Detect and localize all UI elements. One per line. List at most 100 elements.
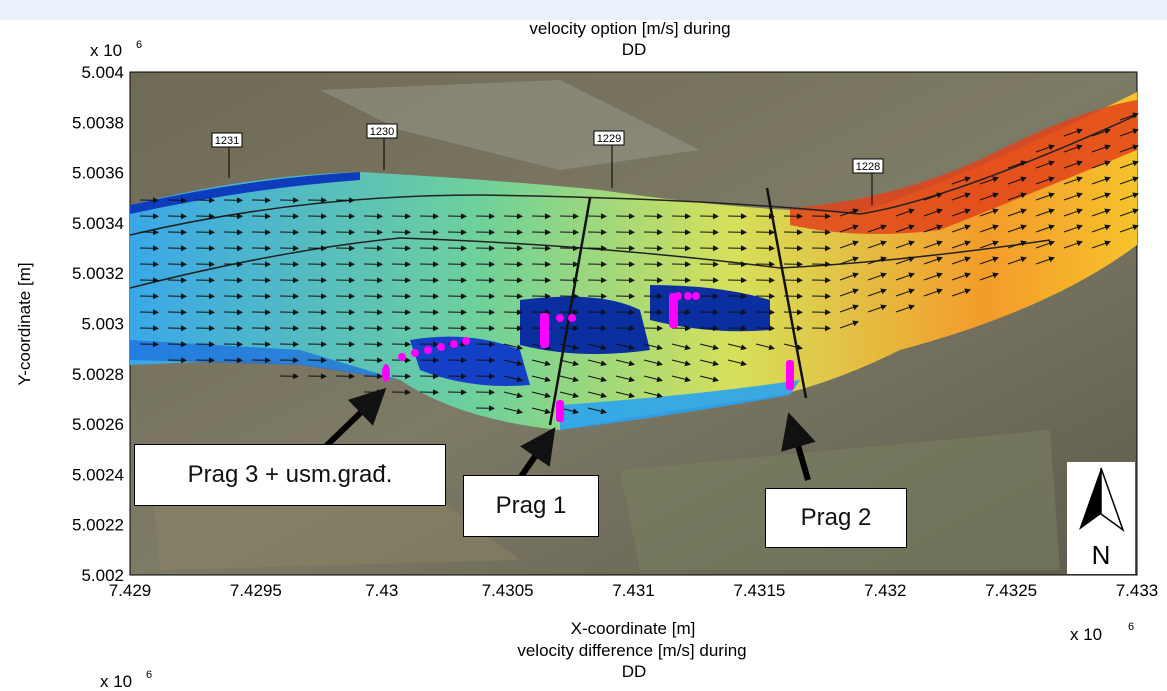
velocity-arrow <box>643 343 663 351</box>
velocity-arrow <box>531 391 551 399</box>
velocity-arrow <box>643 359 663 367</box>
y-tick-label: 5.0022 <box>72 516 124 535</box>
y-tick-label: 5.002 <box>81 566 124 585</box>
velocity-arrow <box>1007 160 1027 169</box>
profile-1230: 1230 <box>370 126 394 138</box>
velocity-arrow <box>615 359 635 367</box>
velocity-arrow <box>951 288 971 297</box>
velocity-arrow <box>951 192 971 201</box>
velocity-arrow <box>587 391 607 399</box>
velocity-arrow <box>559 391 579 399</box>
velocity-arrow <box>615 375 635 383</box>
y-tick-label: 5.003 <box>81 315 124 334</box>
velocity-arrow <box>1035 256 1055 265</box>
velocity-arrow <box>951 256 971 265</box>
velocity-arrow <box>839 208 859 217</box>
y-exponent-power: 6 <box>136 39 142 51</box>
prag-1-line <box>548 197 592 426</box>
y-tick-label: 5.0032 <box>72 264 124 283</box>
velocity-arrow <box>839 320 859 329</box>
velocity-arrow <box>699 375 719 383</box>
velocity-arrow <box>1063 224 1083 233</box>
velocity-arrow <box>951 176 971 185</box>
velocity-arrow <box>923 224 943 233</box>
velocity-arrow <box>1063 176 1083 185</box>
x-exponent: x 10 <box>1070 625 1102 644</box>
velocity-arrow <box>1119 208 1139 217</box>
velocity-arrow <box>1091 224 1111 233</box>
velocity-arrow <box>587 407 607 415</box>
velocity-arrow <box>1035 176 1055 185</box>
velocity-arrow <box>727 343 747 351</box>
velocity-arrow <box>951 272 971 281</box>
profile-1228: 1228 <box>856 161 880 173</box>
x-exponent-power: 6 <box>1128 621 1134 633</box>
y-exponent: x 10 <box>90 41 122 60</box>
velocity-arrow <box>699 359 719 367</box>
y-tick-label: 5.0026 <box>72 415 124 434</box>
velocity-arrow <box>1091 128 1111 137</box>
prag-2-line <box>765 187 808 399</box>
velocity-arrow <box>1063 144 1083 153</box>
velocity-arrow <box>615 343 635 351</box>
velocity-arrow <box>587 359 607 367</box>
velocity-arrow <box>1035 144 1055 153</box>
bottom-title-line-1: velocity difference [m/s] during <box>517 641 746 660</box>
velocity-arrow <box>1119 176 1139 185</box>
bottom-title-line-2: DD <box>622 662 647 681</box>
annotation-prag-2: Prag 2 <box>765 488 907 548</box>
velocity-arrow <box>1091 240 1111 249</box>
velocity-arrow <box>895 224 915 233</box>
bottom-exponent-power: 6 <box>146 669 152 681</box>
velocity-arrow <box>951 224 971 233</box>
x-tick-label: 7.4305 <box>482 581 534 600</box>
velocity-arrow <box>1007 176 1027 185</box>
velocity-arrow <box>979 224 999 233</box>
y-tick-label: 5.0036 <box>72 164 124 183</box>
y-tick-label: 5.004 <box>81 63 124 82</box>
velocity-arrow <box>839 272 859 281</box>
chart-title-line-2: DD <box>622 40 647 59</box>
velocity-arrow <box>1119 112 1139 121</box>
velocity-arrow <box>783 343 803 351</box>
velocity-arrow <box>503 375 523 383</box>
north-label: N <box>1092 540 1111 570</box>
velocity-arrow <box>1035 208 1055 217</box>
velocity-arrow <box>923 272 943 281</box>
velocity-arrow <box>839 224 859 233</box>
x-tick-label: 7.431 <box>612 581 655 600</box>
velocity-arrow <box>867 304 887 313</box>
velocity-arrow <box>755 343 775 351</box>
velocity-arrow <box>923 192 943 201</box>
velocity-arrow <box>1007 240 1027 249</box>
velocity-arrow <box>1063 240 1083 249</box>
top-banner <box>0 0 1167 20</box>
velocity-arrow <box>895 304 915 313</box>
velocity-arrow <box>951 240 971 249</box>
profile-1229: 1229 <box>597 133 621 145</box>
y-tick-label: 5.0034 <box>72 214 124 233</box>
velocity-arrow <box>867 240 887 249</box>
velocity-arrow <box>1091 144 1111 153</box>
velocity-arrow <box>1035 192 1055 201</box>
x-tick-label: 7.433 <box>1116 581 1159 600</box>
velocity-arrow <box>979 176 999 185</box>
velocity-arrow <box>671 375 691 383</box>
velocity-arrow <box>559 375 579 383</box>
velocity-arrow <box>895 272 915 281</box>
velocity-arrow <box>531 359 551 367</box>
velocity-arrow <box>559 359 579 367</box>
velocity-arrow <box>923 240 943 249</box>
velocity-arrow <box>1035 160 1055 169</box>
velocity-arrow <box>1035 224 1055 233</box>
velocity-arrow <box>643 375 663 383</box>
velocity-arrow <box>1063 208 1083 217</box>
velocity-arrow <box>503 407 523 415</box>
velocity-arrow <box>1063 160 1083 169</box>
velocity-arrow <box>1091 208 1111 217</box>
velocity-arrow <box>531 375 551 383</box>
velocity-arrow <box>1091 192 1111 201</box>
annotation-prag-1: Prag 1 <box>463 475 599 537</box>
velocity-arrow <box>867 256 887 265</box>
